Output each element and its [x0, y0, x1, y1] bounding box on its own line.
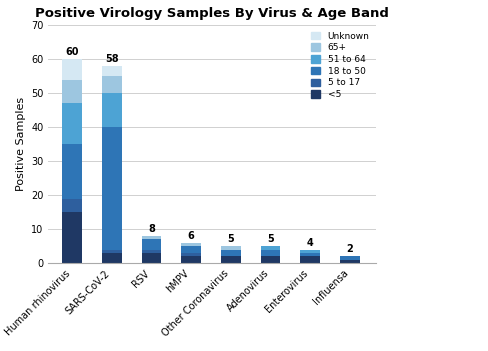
Bar: [181, 243, 201, 246]
Bar: [142, 236, 162, 239]
Bar: [181, 246, 201, 253]
Bar: [261, 257, 281, 263]
Bar: [300, 250, 320, 253]
Bar: [102, 76, 122, 93]
Text: 60: 60: [65, 47, 79, 57]
Bar: [300, 253, 320, 257]
Y-axis label: Positive Samples: Positive Samples: [16, 97, 25, 191]
Bar: [102, 127, 122, 250]
Bar: [142, 239, 162, 250]
Bar: [142, 250, 162, 253]
Bar: [102, 93, 122, 127]
Bar: [300, 257, 320, 263]
Bar: [142, 253, 162, 263]
Text: 6: 6: [188, 231, 195, 241]
Bar: [181, 253, 201, 257]
Bar: [62, 80, 82, 104]
Bar: [62, 144, 82, 199]
Text: 4: 4: [307, 238, 314, 247]
Text: 8: 8: [148, 224, 155, 234]
Bar: [102, 66, 122, 76]
Bar: [261, 250, 281, 257]
Legend: Unknown, 65+, 51 to 64, 18 to 50, 5 to 17, <5: Unknown, 65+, 51 to 64, 18 to 50, 5 to 1…: [309, 30, 371, 101]
Bar: [62, 199, 82, 212]
Text: 5: 5: [267, 234, 274, 244]
Text: 58: 58: [105, 54, 119, 64]
Bar: [340, 257, 360, 260]
Title: Positive Virology Samples By Virus & Age Band: Positive Virology Samples By Virus & Age…: [35, 7, 389, 20]
Bar: [62, 212, 82, 263]
Text: 5: 5: [227, 234, 234, 244]
Bar: [221, 250, 241, 257]
Bar: [102, 253, 122, 263]
Bar: [340, 260, 360, 263]
Bar: [102, 250, 122, 253]
Bar: [221, 257, 241, 263]
Bar: [62, 59, 82, 80]
Bar: [181, 257, 201, 263]
Bar: [261, 246, 281, 250]
Bar: [62, 104, 82, 144]
Text: 2: 2: [346, 244, 353, 254]
Bar: [221, 246, 241, 250]
